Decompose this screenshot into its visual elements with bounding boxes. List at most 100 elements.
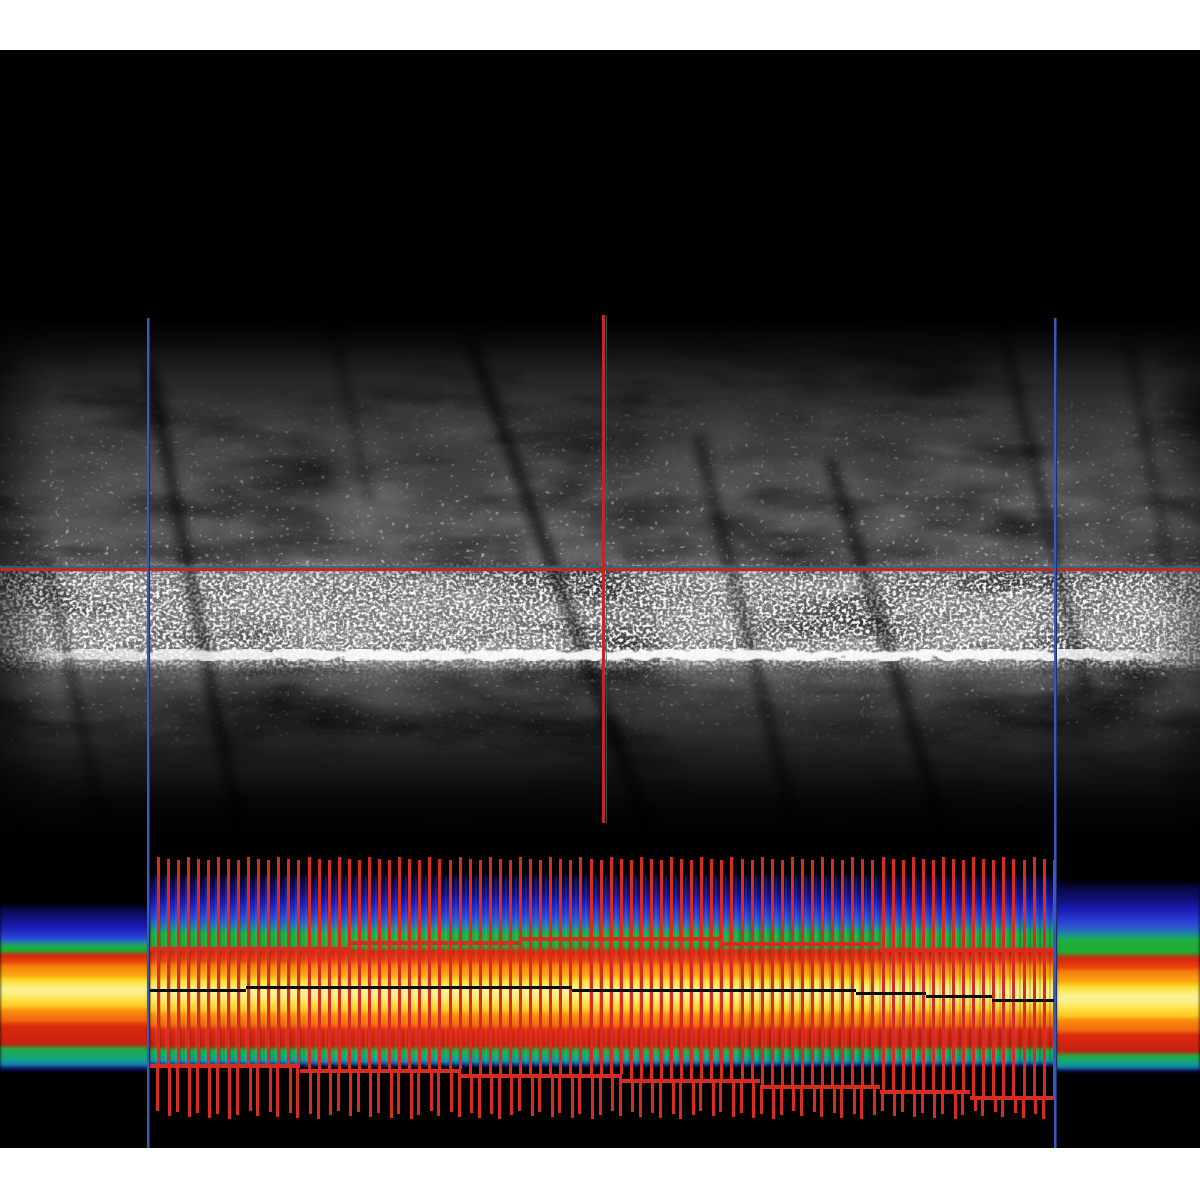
comb-tick (549, 857, 553, 1074)
comb-tick (861, 858, 865, 1085)
comb-tick (367, 857, 371, 1069)
comb-tick-lower (852, 1085, 856, 1114)
comb-tick-lower (759, 1085, 763, 1114)
comb-tick (247, 857, 251, 1064)
comb-tick (760, 857, 764, 1085)
comb-tick-lower (1001, 1096, 1005, 1117)
comb-tick-lower (450, 1069, 454, 1112)
comb-tick (811, 860, 815, 1085)
comb-tick-lower (591, 1074, 594, 1119)
comb-tick (529, 858, 533, 1074)
comb-tick (1032, 857, 1036, 1096)
comb-lower-rail (880, 1090, 970, 1094)
comb-tick (448, 860, 452, 1069)
comb-tick (206, 860, 210, 1064)
comb-tick-lower (820, 1085, 824, 1117)
comb-tick-lower (679, 1079, 683, 1119)
bscan-right-vignette (1155, 295, 1200, 840)
comb-tick-lower (1013, 1096, 1017, 1113)
comb-tick (629, 860, 633, 1079)
comb-tick (418, 860, 422, 1069)
roi-boundary-right[interactable] (1054, 318, 1057, 1148)
comb-tick-lower (618, 1074, 622, 1116)
bscan-image[interactable] (0, 295, 1200, 840)
comb-tick (720, 860, 724, 1079)
comb-tick (962, 860, 966, 1090)
comb-tick (670, 857, 674, 1079)
comb-tick (579, 857, 583, 1074)
comb-tick-lower (329, 1069, 333, 1115)
comb-tick (710, 858, 714, 1079)
comb-tick-lower (188, 1064, 192, 1117)
comb-tick-lower (772, 1085, 776, 1119)
comb-tick (196, 858, 200, 1064)
page-margin-bottom (0, 1148, 1200, 1200)
comb-tick-lower (155, 1064, 159, 1111)
furrow-streak (327, 330, 377, 505)
comb-tick-lower (530, 1074, 534, 1116)
comb-tick (921, 858, 925, 1090)
comb-tick-lower (349, 1069, 353, 1116)
comb-lower-rail (300, 1069, 460, 1073)
comb-tick (216, 857, 220, 1064)
comb-tick-lower (1041, 1096, 1045, 1119)
comb-tick (468, 858, 472, 1074)
comb-tick-lower (550, 1074, 554, 1117)
crosshair-horizontal[interactable] (0, 568, 1200, 571)
comb-tick (226, 858, 230, 1064)
comb-tick-lower (993, 1096, 997, 1112)
comb-tick (388, 860, 392, 1069)
comb-tick (378, 858, 382, 1069)
comb-tick (952, 858, 956, 1090)
comb-tick (770, 858, 774, 1085)
page-margin-top (0, 0, 1200, 50)
furrow-streak (997, 333, 1095, 702)
comb-tick-lower (389, 1069, 393, 1118)
bscan-left-vignette (0, 295, 55, 840)
comb-tick (891, 858, 895, 1090)
comb-tick-lower (880, 1090, 884, 1111)
comb-lower-rail (760, 1085, 880, 1089)
comb-upper-rail (880, 948, 1057, 952)
comb-tick-lower (228, 1064, 232, 1119)
comb-tick-lower (779, 1085, 783, 1115)
comb-tick (569, 860, 573, 1074)
comb-tick-lower (558, 1074, 562, 1113)
comb-tick-lower (739, 1079, 743, 1113)
comb-lower-rail (150, 1064, 300, 1068)
comb-tick (317, 858, 321, 1069)
comb-tick (539, 860, 543, 1074)
comb-tick (559, 858, 563, 1074)
comb-tick-lower (920, 1090, 924, 1113)
comb-tick (347, 858, 351, 1069)
comb-tick-lower (631, 1079, 635, 1112)
comb-tick (458, 857, 462, 1069)
comb-tick-lower (215, 1064, 219, 1114)
comb-tick-lower (296, 1064, 300, 1118)
comb-tick-lower (973, 1096, 977, 1111)
comb-tick (307, 857, 311, 1069)
comb-tick-lower (792, 1085, 796, 1111)
comb-tick (1012, 858, 1016, 1096)
comb-tick (327, 860, 331, 1069)
comb-tick (277, 857, 281, 1064)
comb-upper-rail (150, 947, 350, 951)
comb-tick (740, 858, 744, 1079)
comb-tick-lower (731, 1079, 735, 1117)
comb-tick-lower (256, 1064, 260, 1116)
comb-tick (790, 857, 794, 1085)
comb-tick (438, 858, 442, 1069)
comb-tick (660, 860, 663, 1079)
comb-tick-lower (752, 1079, 756, 1118)
crosshair-vertical[interactable] (602, 315, 605, 823)
comb-tick (428, 857, 432, 1069)
comb-tick (519, 857, 523, 1074)
comb-tick-lower (671, 1079, 675, 1114)
comb-tick-lower (470, 1074, 474, 1113)
comb-tick (1022, 860, 1026, 1096)
comb-tick-lower (288, 1064, 292, 1113)
comb-tick-lower (168, 1064, 172, 1116)
roi-boundary-left[interactable] (147, 318, 150, 1148)
